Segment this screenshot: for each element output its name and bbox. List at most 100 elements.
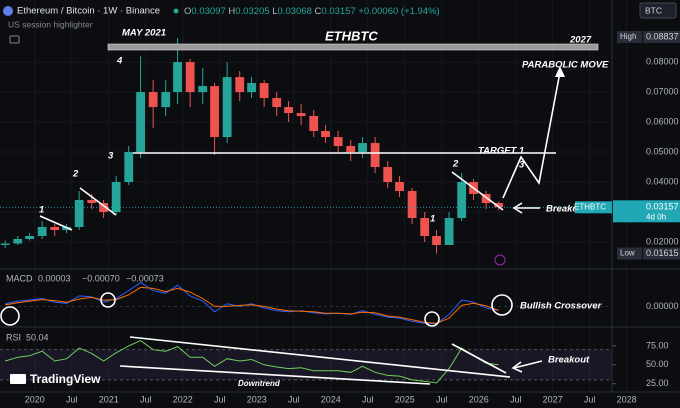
arrowhead	[511, 361, 523, 373]
ohlc-value: 0.03157	[321, 6, 355, 17]
annotation: 2027	[569, 35, 592, 46]
currency-select[interactable]	[639, 2, 677, 19]
candle-body	[222, 77, 232, 138]
y-tick-label: 25.00	[646, 378, 669, 388]
trendline	[451, 171, 504, 211]
x-tick-label: 2027	[543, 394, 563, 404]
ohlc-label: O	[184, 6, 191, 17]
candle-body	[210, 86, 219, 138]
candle-body	[407, 191, 417, 219]
collapse-icon[interactable]	[9, 35, 20, 44]
x-tick-label: Jul	[436, 394, 448, 404]
annotation: 4	[116, 56, 123, 67]
ohlc-value: 0.03205	[235, 6, 269, 17]
candle-body	[111, 182, 121, 213]
candle-body	[74, 200, 84, 228]
annotation: TARGET 1	[478, 146, 524, 157]
y-tick-label: 50.00	[646, 359, 669, 369]
y-tick-label: 0.06000	[646, 116, 679, 126]
y-tick-label: 75.00	[646, 340, 669, 350]
x-tick-label: 2025	[395, 394, 415, 404]
candle-body	[457, 182, 467, 219]
price-tag-label: Low	[620, 249, 635, 258]
y-tick-label: 0.04000	[646, 176, 679, 186]
candle-body	[50, 227, 60, 231]
rsi-line	[5, 340, 499, 384]
trendline	[79, 187, 117, 216]
x-tick-label: Jul	[66, 394, 78, 404]
candle-body	[62, 227, 71, 231]
candle-body	[0, 243, 10, 245]
y-tick-label: 0.02000	[646, 236, 679, 246]
price-tag-label-bg	[617, 30, 642, 43]
annotation: PARABOLIC MOVE	[522, 60, 609, 71]
annotation: Breakout	[546, 204, 588, 215]
candle-body	[124, 152, 134, 183]
candle-body	[37, 227, 47, 237]
candle-body	[136, 92, 145, 153]
arrow	[513, 360, 543, 369]
candle-body	[395, 182, 404, 192]
candle-body	[481, 194, 491, 204]
annotation: 2	[452, 159, 459, 170]
annotation: ETHBTC	[325, 28, 378, 43]
annotation: 1	[430, 214, 435, 225]
y-tick-label: 0.08000	[646, 56, 679, 66]
price-tag-label-bg	[575, 201, 612, 214]
indicator-label[interactable]: US session highlighter	[8, 19, 93, 29]
annotation: Breakout	[548, 355, 590, 366]
price-tag	[643, 30, 680, 43]
candle-body	[259, 83, 269, 99]
annotation: Downtrend	[238, 379, 281, 388]
candle-body	[99, 203, 108, 213]
candle-body	[346, 146, 356, 153]
x-tick-label: 2024	[321, 394, 341, 404]
rsi-label: RSI	[6, 332, 21, 342]
candle-body	[296, 113, 306, 117]
ohlc-label: C	[315, 6, 322, 17]
price-tag-value: 0.01615	[646, 248, 679, 258]
x-tick-label: 2028	[617, 394, 637, 404]
trendline	[451, 343, 507, 374]
x-tick-label: 2022	[173, 394, 193, 404]
price-tag-label-bg	[617, 247, 642, 260]
ohlc: O0.03097 H0.03205 L0.03068 C0.03157 +0.0…	[184, 6, 440, 17]
logo-icon	[10, 374, 26, 384]
highlight-circle	[424, 311, 440, 327]
candle-body	[148, 92, 158, 108]
candle-body	[185, 62, 195, 93]
annotation: 2	[72, 169, 79, 180]
candle-body	[198, 86, 208, 93]
candle-body	[173, 62, 182, 93]
annotation: 3	[519, 160, 525, 171]
rsi-band-fill	[0, 349, 612, 380]
candle-body	[309, 116, 319, 132]
trendline	[39, 215, 73, 231]
y-tick-label: 0.00000	[646, 301, 679, 311]
event-icon[interactable]	[494, 254, 506, 266]
macd-legend-value: 0.00003	[38, 273, 71, 283]
projection-path	[502, 71, 561, 199]
market-status	[173, 8, 179, 14]
candle-body	[494, 203, 504, 208]
candle-body	[444, 218, 454, 245]
candle-body	[272, 98, 282, 108]
candle-body	[247, 83, 256, 93]
y-tick-label: 0.05000	[646, 146, 679, 156]
x-tick-label: Jul	[288, 394, 300, 404]
candle-body	[383, 167, 393, 183]
annotation: 3	[108, 151, 114, 162]
x-tick-label: 2026	[469, 394, 489, 404]
annotation: MAY 2021	[122, 28, 166, 39]
ohlc-value: 0.03097	[191, 6, 225, 17]
x-tick-label: 2020	[25, 394, 45, 404]
macd-legend-value: −0.00073	[126, 273, 164, 283]
ohlc-change: +0.00060 (+1.94%)	[358, 6, 439, 17]
candle-body	[13, 239, 23, 244]
symbol-title[interactable]: Ethereum / Bitcoin · 1W · Binance	[17, 6, 160, 17]
ohlc-value: 0.03068	[278, 6, 312, 17]
candle-body	[321, 131, 330, 138]
ohlc-label: H	[228, 6, 235, 17]
currency[interactable]: BTC	[645, 5, 662, 15]
